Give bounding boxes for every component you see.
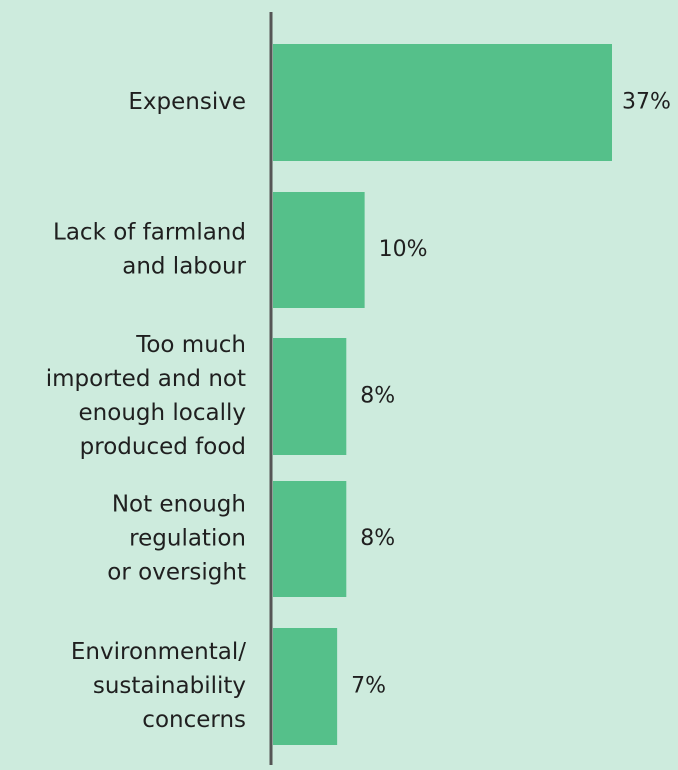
data-label: 8% bbox=[360, 384, 395, 409]
category-label-line: or oversight bbox=[107, 560, 246, 586]
category-label: Expensive bbox=[128, 89, 246, 115]
category-label-line: enough locally bbox=[79, 400, 246, 426]
data-label: 10% bbox=[379, 237, 428, 262]
category-label: Environmental/sustainability concerns bbox=[71, 639, 246, 733]
category-label-line: Environmental/ bbox=[71, 639, 246, 665]
category-label-line: Too much bbox=[135, 332, 246, 358]
category-label-line: Expensive bbox=[128, 89, 246, 115]
data-label: 8% bbox=[360, 526, 395, 551]
bar bbox=[273, 481, 347, 597]
category-label-line: imported and not bbox=[46, 366, 246, 392]
category-label-line: and labour bbox=[122, 254, 246, 280]
data-label: 7% bbox=[351, 674, 386, 699]
data-label: 37% bbox=[622, 90, 671, 115]
category-label: Not enough regulation or oversight bbox=[107, 492, 246, 586]
category-label: Too much imported and not enough locally pr… bbox=[46, 332, 246, 460]
category-label-line: sustainability bbox=[93, 673, 246, 699]
bar bbox=[273, 628, 338, 745]
category-label: Lack of farmland and labour bbox=[53, 220, 247, 280]
bar bbox=[273, 44, 612, 161]
category-label-line: Lack of farmland bbox=[53, 220, 246, 246]
bar bbox=[273, 338, 347, 455]
bar bbox=[273, 192, 365, 308]
category-label-line: Not enough bbox=[112, 492, 246, 518]
category-label-line: concerns bbox=[142, 707, 246, 733]
category-label-line: produced food bbox=[80, 434, 246, 460]
category-label-line: regulation bbox=[129, 526, 246, 552]
